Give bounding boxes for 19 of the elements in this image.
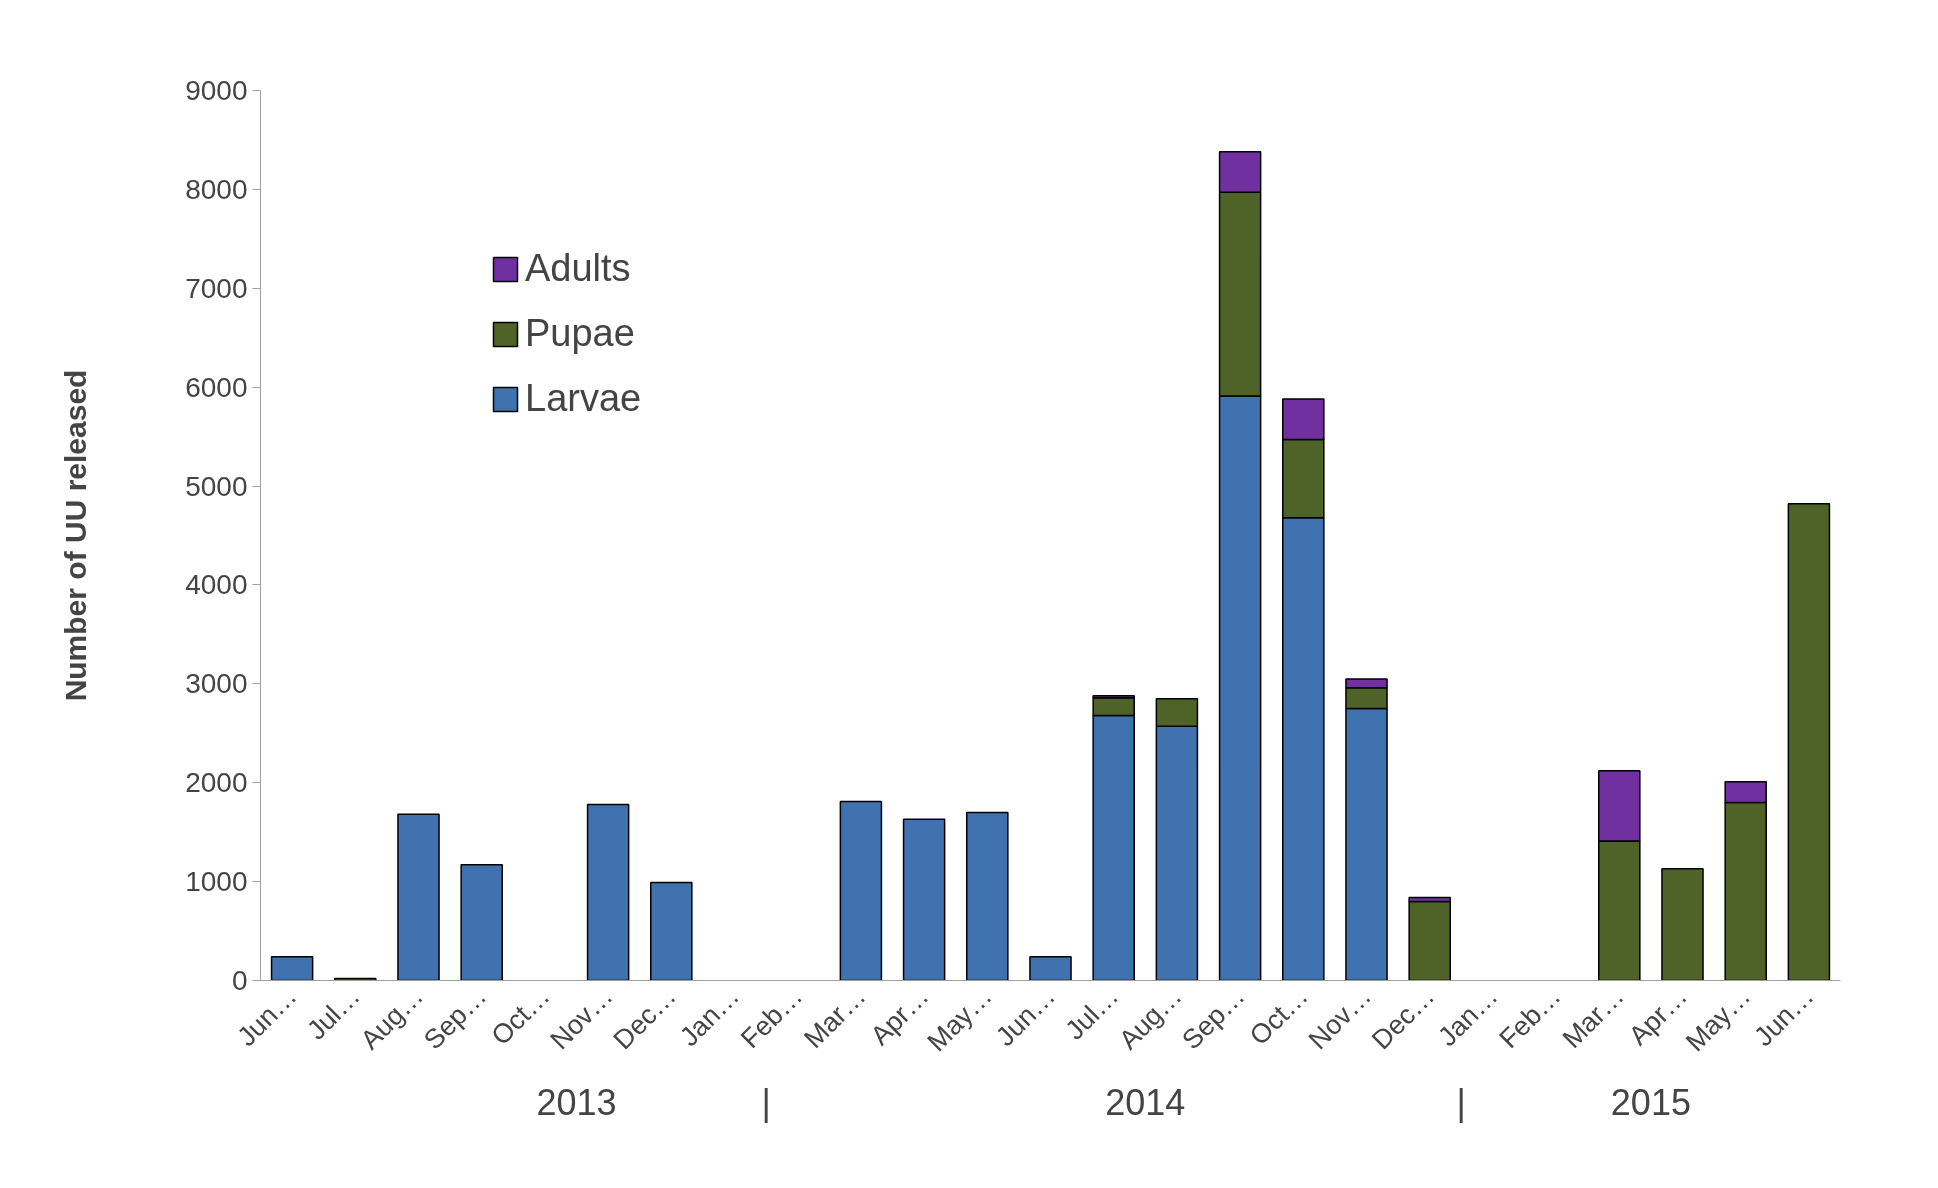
y-tick-label: 7000 <box>185 272 248 304</box>
y-tick-label: 2000 <box>185 767 248 799</box>
legend-label: Larvae <box>525 377 642 420</box>
y-tick-label: 4000 <box>185 569 248 601</box>
y-tick-label: 0 <box>231 965 248 996</box>
y-tick-label: 3000 <box>185 668 248 700</box>
y-tick-label: 9000 <box>185 75 248 106</box>
y-tick-label: 5000 <box>185 470 248 502</box>
text: 2015 <box>1610 1081 1691 1123</box>
y-tick-label: 6000 <box>185 371 248 403</box>
legend-label: Pupae <box>525 312 635 355</box>
text: | <box>761 1081 771 1123</box>
text: | <box>1456 1081 1466 1123</box>
y-axis-title: Number of UU released <box>59 369 93 702</box>
y-tick-label: 1000 <box>185 866 248 898</box>
text: 2014 <box>1105 1081 1186 1123</box>
y-tick-label: 8000 <box>185 173 248 205</box>
legend-label: Adults <box>525 247 631 290</box>
text: 2013 <box>536 1081 617 1123</box>
